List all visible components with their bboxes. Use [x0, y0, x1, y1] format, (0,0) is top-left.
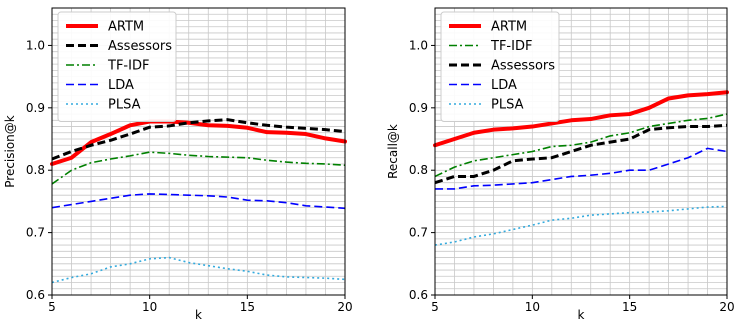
recall-chart: 5 10 15 20 0.6 0.7 0.8 0.9 1.0 k Recall@k ARTM TF-ID… [386, 7, 735, 322]
y-tick-label: 1.0 [26, 38, 45, 52]
series-line-lda [51, 193, 346, 210]
x-tick-label: 20 [719, 300, 734, 314]
x-axis-label: k [195, 308, 202, 322]
y-tick-label: 0.9 [26, 101, 45, 115]
series-line-artm [50, 119, 347, 166]
series-line-plsa [51, 256, 346, 284]
series-group [433, 90, 729, 246]
legend-label: ARTM [491, 20, 527, 35]
x-tick-label: 5 [48, 300, 56, 314]
x-tick-label: 5 [431, 300, 439, 314]
y-tick-label: 0.8 [26, 163, 45, 177]
x-tick-label: 10 [525, 300, 540, 314]
precision-chart: 5 10 15 20 0.6 0.7 0.8 0.9 1.0 k Precision@k ARTM As… [3, 7, 353, 322]
axes-frame [51, 7, 346, 296]
y-axis-label: Recall@k [386, 124, 400, 179]
legend-box [57, 11, 177, 122]
legend-label: TF-IDF [490, 39, 532, 54]
legend-label: LDA [108, 78, 134, 93]
series-line-assessors [434, 123, 728, 185]
legend-label: TF-IDF [107, 59, 149, 74]
y-tick-label: 0.7 [26, 226, 45, 240]
x-tick-label: 15 [622, 300, 637, 314]
legend-label: PLSA [108, 98, 141, 113]
axes-frame [434, 7, 728, 296]
legend-box [440, 11, 560, 122]
x-axis-label: k [578, 308, 585, 322]
x-tick-label: 20 [337, 300, 352, 314]
series-line-tf-idf [434, 113, 728, 178]
y-tick-label: 1.0 [409, 38, 428, 52]
legend-label: PLSA [491, 98, 524, 113]
y-tick-label: 0.8 [409, 163, 428, 177]
y-tick-label: 0.6 [26, 288, 45, 302]
series-line-lda [435, 147, 728, 190]
y-tick-label: 0.7 [409, 226, 428, 240]
series-group [50, 118, 347, 284]
legend-label: Assessors [491, 59, 555, 74]
y-tick-label: 0.6 [409, 288, 428, 302]
x-tick-label: 10 [142, 300, 157, 314]
legend: ARTM TF-IDF Assessors LDA PLSA [440, 11, 560, 122]
legend: ARTM Assessors TF-IDF LDA PLSA [57, 11, 177, 122]
y-axis-label: Precision@k [3, 115, 17, 188]
legend-label: ARTM [108, 20, 144, 35]
series-line-plsa [434, 205, 728, 246]
series-line-assessors [51, 118, 346, 161]
y-tick-label: 0.9 [409, 101, 428, 115]
legend-label: LDA [491, 78, 517, 93]
x-tick-label: 15 [240, 300, 255, 314]
series-line-tf-idf [51, 151, 346, 185]
series-line-artm [433, 90, 729, 148]
legend-label: Assessors [108, 39, 172, 54]
